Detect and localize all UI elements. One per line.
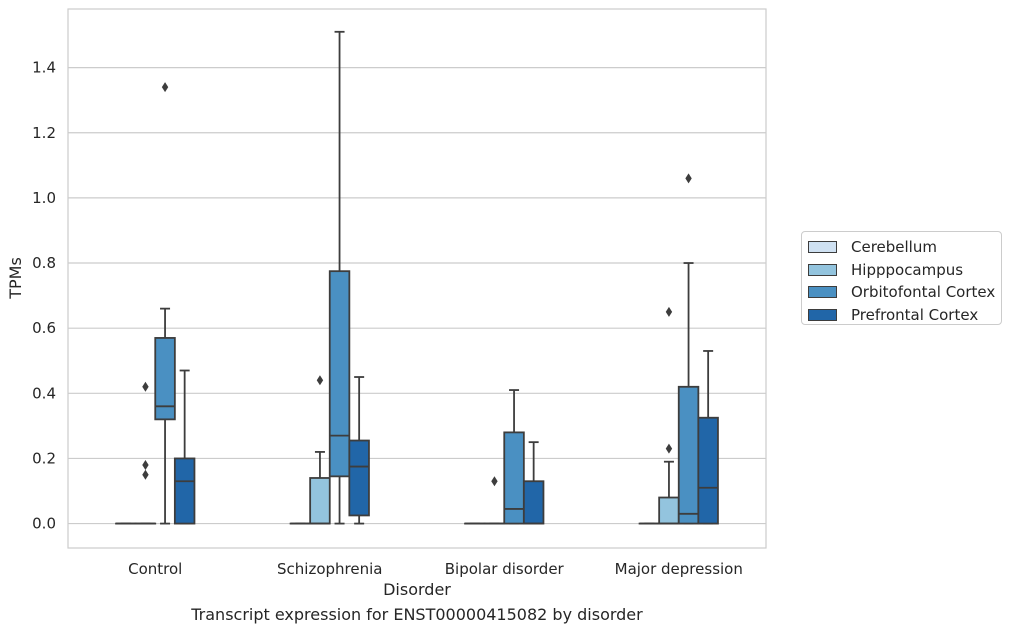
legend-item-hippocampus: Hipppocampus bbox=[808, 259, 1001, 282]
legend: Cerebellum Hipppocampus Orbitofontal Cor… bbox=[801, 231, 1002, 325]
box bbox=[503, 431, 525, 525]
legend-label: Orbitofontal Cortex bbox=[851, 283, 996, 302]
legend-label: Prefrontal Cortex bbox=[851, 305, 979, 324]
box bbox=[677, 385, 700, 525]
legend-item-orbitofrontal-cortex: Orbitofontal Cortex bbox=[808, 281, 1001, 304]
outlier-point bbox=[142, 469, 149, 480]
y-tick-label: 0.0 bbox=[32, 515, 56, 533]
y-tick-labels: 0.0 0.2 0.4 0.6 0.8 1.0 1.2 1.4 bbox=[32, 59, 56, 533]
legend-label: Cerebellum bbox=[851, 238, 937, 257]
box bbox=[348, 439, 370, 517]
box-group bbox=[348, 376, 370, 525]
box-plot-marks bbox=[115, 30, 719, 525]
x-tick-label: Bipolar disorder bbox=[445, 560, 565, 578]
box-group bbox=[522, 441, 545, 525]
box bbox=[173, 457, 196, 525]
outlier-point bbox=[316, 375, 324, 386]
y-tick-label: 1.2 bbox=[32, 124, 56, 142]
y-tick-label: 1.4 bbox=[32, 59, 56, 77]
box-group bbox=[328, 30, 351, 525]
outlier-point bbox=[142, 381, 149, 392]
y-tick-label: 0.4 bbox=[32, 384, 56, 402]
outlier-point bbox=[142, 459, 149, 470]
chart-caption: Transcript expression for ENST0000041508… bbox=[191, 605, 643, 624]
legend-swatch bbox=[808, 308, 837, 321]
box bbox=[309, 477, 331, 525]
box bbox=[522, 480, 545, 525]
legend-swatch bbox=[808, 263, 837, 276]
box-group bbox=[309, 375, 331, 525]
box-group bbox=[483, 476, 506, 525]
box-group bbox=[503, 389, 525, 525]
x-axis-label: Disorder bbox=[383, 580, 451, 599]
legend-item-cerebellum: Cerebellum bbox=[808, 236, 1001, 259]
box-group bbox=[154, 82, 176, 525]
outlier-point bbox=[665, 443, 673, 454]
x-tick-label: Major depression bbox=[615, 560, 743, 578]
box-group bbox=[697, 350, 719, 525]
box bbox=[658, 496, 680, 525]
y-tick-label: 0.2 bbox=[32, 449, 56, 467]
box-group bbox=[677, 173, 700, 525]
y-tick-label: 0.8 bbox=[32, 254, 56, 272]
plot-frame bbox=[67, 8, 767, 549]
legend-item-prefrontal-cortex: Prefrontal Cortex bbox=[808, 304, 1001, 327]
box bbox=[697, 416, 719, 525]
outlier-point bbox=[161, 82, 169, 93]
y-tick-label: 1.0 bbox=[32, 189, 56, 207]
y-tick-label: 0.6 bbox=[32, 319, 56, 337]
outlier-point bbox=[665, 306, 673, 317]
x-tick-labels: Control Schizophrenia Bipolar disorder Majo… bbox=[128, 560, 743, 578]
box-group bbox=[134, 381, 157, 525]
box-group bbox=[658, 306, 680, 525]
legend-label: Hipppocampus bbox=[851, 260, 964, 279]
outlier-point bbox=[685, 173, 692, 184]
x-tick-label: Control bbox=[128, 560, 182, 578]
box bbox=[154, 337, 176, 421]
y-axis-label: TPMs bbox=[6, 257, 25, 300]
gridlines bbox=[68, 67, 766, 525]
outlier-point bbox=[491, 476, 498, 487]
legend-swatch bbox=[808, 286, 837, 299]
box-group bbox=[173, 369, 196, 525]
x-tick-label: Schizophrenia bbox=[277, 560, 382, 578]
legend-swatch bbox=[808, 241, 837, 254]
box bbox=[328, 270, 351, 478]
